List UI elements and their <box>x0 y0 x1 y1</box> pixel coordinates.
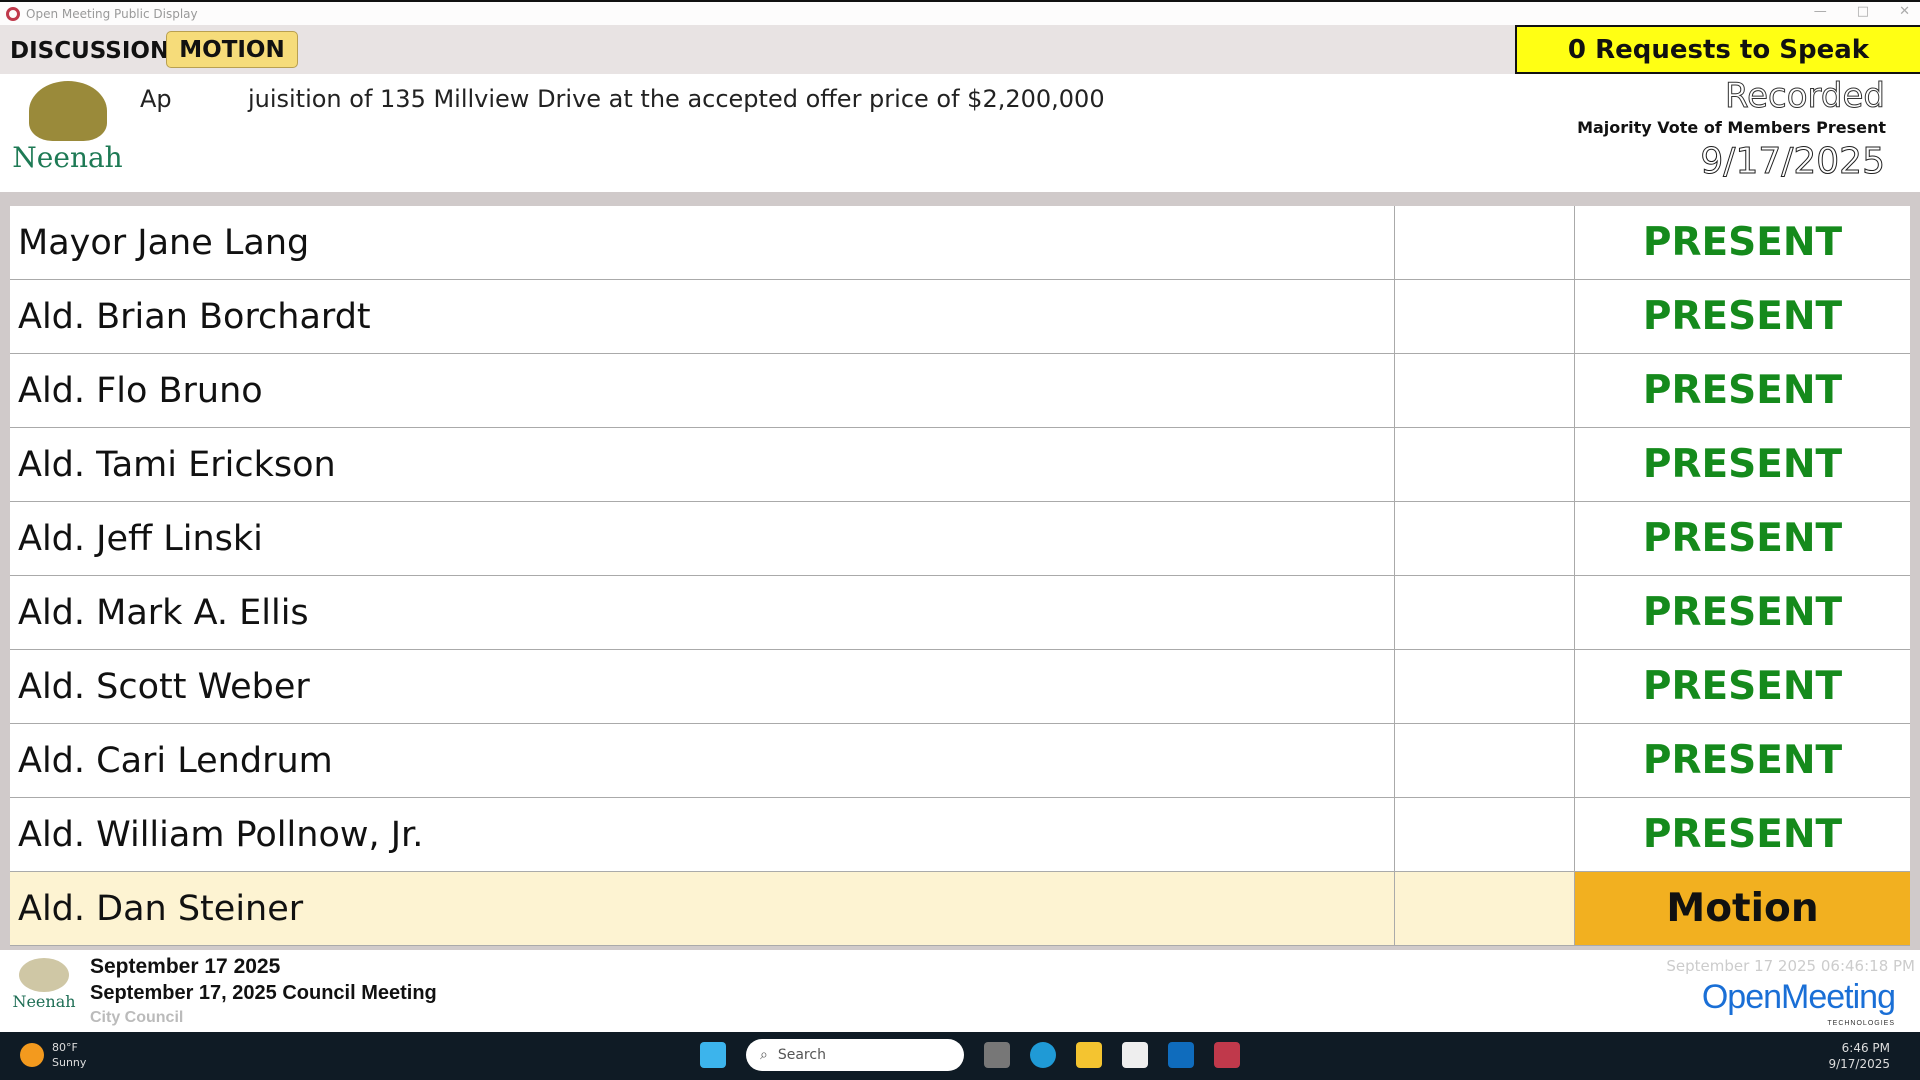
motion-button[interactable]: MOTION <box>166 31 298 68</box>
windows-start-icon[interactable] <box>700 1042 726 1068</box>
vote-cell <box>1395 650 1575 723</box>
member-status: PRESENT <box>1642 220 1843 265</box>
member-row: Mayor Jane Lang PRESENT <box>10 206 1910 280</box>
member-row: Ald. Dan Steiner Motion <box>10 872 1910 946</box>
member-name: Ald. Brian Borchardt <box>10 280 1395 353</box>
requests-to-speak: 0 Requests to Speak <box>1515 25 1920 74</box>
window-title: Open Meeting Public Display <box>26 6 198 21</box>
meeting-body: City Council <box>90 1009 184 1026</box>
openmeeting-logo: OpenMeeting TECHNOLOGIES <box>1695 977 1896 1031</box>
member-name: Ald. Tami Erickson <box>10 428 1395 501</box>
member-status: PRESENT <box>1642 590 1843 635</box>
discussion-label: DISCUSSION <box>10 38 170 64</box>
member-name: Mayor Jane Lang <box>10 206 1395 279</box>
member-status: PRESENT <box>1642 516 1843 561</box>
weather-widget[interactable]: 80°F Sunny <box>20 1040 86 1070</box>
footer-timestamp: September 17 2025 06:46:18 PM <box>1666 957 1915 975</box>
member-name: Ald. Mark A. Ellis <box>10 576 1395 649</box>
member-row: Ald. Tami Erickson PRESENT <box>10 428 1910 502</box>
member-name: Ald. Cari Lendrum <box>10 724 1395 797</box>
vote-cell <box>1395 354 1575 427</box>
minimize-button[interactable]: — <box>1813 4 1827 19</box>
taskbar-clock[interactable]: 6:46 PM 9/17/2025 <box>1828 1040 1890 1072</box>
vote-cell <box>1395 576 1575 649</box>
member-name: Ald. Jeff Linski <box>10 502 1395 575</box>
footer-logo: Neenah <box>10 958 78 1022</box>
store-icon[interactable] <box>1122 1042 1148 1068</box>
weather-temp: 80°F <box>52 1041 78 1054</box>
vote-cell <box>1395 872 1575 945</box>
agenda-item: Ap juisition of 135 Millview Drive at th… <box>140 85 1105 113</box>
brand-name: OpenMeeting <box>1701 978 1896 1016</box>
member-row: Ald. William Pollnow, Jr. PRESENT <box>10 798 1910 872</box>
search-placeholder: Search <box>777 1047 826 1063</box>
divider <box>0 192 1920 206</box>
meeting-name: September 17, 2025 Council Meeting <box>90 982 437 1004</box>
task-view-icon[interactable] <box>984 1042 1010 1068</box>
vote-type: Majority Vote of Members Present <box>1577 118 1886 137</box>
member-status: PRESENT <box>1642 442 1843 487</box>
roll-call-table: Mayor Jane Lang PRESENT Ald. Brian Borchar… <box>0 206 1920 950</box>
tree-icon <box>19 958 69 992</box>
neenah-logo: Neenah <box>10 78 125 188</box>
meeting-date: September 17 2025 <box>90 955 281 978</box>
member-row: Ald. Cari Lendrum PRESENT <box>10 724 1910 798</box>
brand-subtitle: TECHNOLOGIES <box>1827 1020 1895 1027</box>
taskbar: 80°F Sunny ⌕ Search 6:46 PM 9/17/2025 <box>0 1032 1920 1080</box>
close-button[interactable]: ✕ <box>1899 4 1910 19</box>
vote-cell <box>1395 502 1575 575</box>
search-icon: ⌕ <box>760 1047 768 1063</box>
tree-icon <box>28 81 107 141</box>
clock-time: 6:46 PM <box>1841 1041 1890 1055</box>
member-name: Ald. Flo Bruno <box>10 354 1395 427</box>
member-row: Ald. Scott Weber PRESENT <box>10 650 1910 724</box>
maximize-button[interactable]: □ <box>1856 4 1870 19</box>
member-status: PRESENT <box>1642 738 1843 783</box>
vote-cell <box>1395 206 1575 279</box>
member-name: Ald. William Pollnow, Jr. <box>10 798 1395 871</box>
member-row: Ald. Jeff Linski PRESENT <box>10 502 1910 576</box>
member-row: Ald. Mark A. Ellis PRESENT <box>10 576 1910 650</box>
taskbar-search[interactable]: ⌕ Search <box>746 1039 964 1071</box>
vote-date: 9/17/2025 <box>1700 141 1886 183</box>
footer: Neenah September 17 2025 September 17, 2… <box>0 950 1920 1032</box>
member-row: Ald. Brian Borchardt PRESENT <box>10 280 1910 354</box>
file-explorer-icon[interactable] <box>1076 1042 1102 1068</box>
vote-cell <box>1395 428 1575 501</box>
app-icon <box>6 6 20 21</box>
sun-icon <box>20 1043 44 1067</box>
member-status: PRESENT <box>1642 294 1843 339</box>
member-name: Ald. Scott Weber <box>10 650 1395 723</box>
edge-icon[interactable] <box>1030 1042 1056 1068</box>
vote-cell <box>1395 280 1575 353</box>
vote-cell <box>1395 798 1575 871</box>
outlook-icon[interactable] <box>1168 1042 1194 1068</box>
title-bar: Open Meeting Public Display — □ ✕ <box>0 0 1920 25</box>
member-status: PRESENT <box>1642 368 1843 413</box>
member-status: PRESENT <box>1642 812 1843 857</box>
member-status: Motion <box>1575 872 1910 945</box>
member-name: Ald. Dan Steiner <box>10 872 1395 945</box>
clock-date: 9/17/2025 <box>1828 1057 1890 1071</box>
recorded-label: Recorded <box>1725 76 1886 117</box>
member-status: PRESENT <box>1642 664 1843 709</box>
vote-cell <box>1395 724 1575 797</box>
openmeeting-app-icon[interactable] <box>1214 1042 1240 1068</box>
member-row: Ald. Flo Bruno PRESENT <box>10 354 1910 428</box>
weather-condition: Sunny <box>52 1056 87 1069</box>
